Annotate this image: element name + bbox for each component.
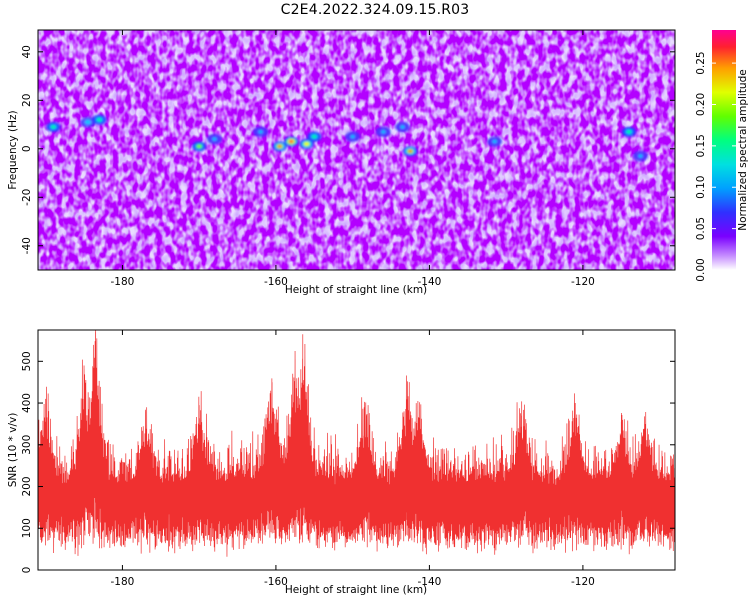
spectrogram-hotspots — [46, 114, 648, 162]
colorbar-ticks: 0.00 0.05 0.10 0.15 0.20 0.25 — [695, 51, 736, 282]
hotspot-mark — [408, 149, 413, 153]
x-tick-label: -140 — [417, 576, 441, 588]
hotspot-mark — [381, 130, 386, 134]
y-tick-label: 40 — [21, 45, 33, 58]
colorbar-tick-label: 0.05 — [695, 217, 707, 240]
spectrogram-panel: -180 -160 -140 -120 -40 -20 0 20 40 Height of s… — [7, 29, 676, 296]
snr-x-label: Height of straight line (km) — [285, 584, 427, 596]
colorbar-tick-label: 0.20 — [695, 93, 707, 116]
hotspot-mark — [289, 139, 294, 144]
y-tick-label: 0 — [21, 567, 33, 574]
colorbar-tick-label: 0.00 — [695, 258, 707, 281]
x-tick-label: -180 — [110, 276, 134, 288]
snr-x-ticks: -180 -160 -140 -120 — [110, 330, 595, 588]
snr-y-ticks: 0 100 200 300 400 500 — [21, 351, 675, 573]
x-tick-label: -180 — [110, 576, 134, 588]
snr-panel: -180 -160 -140 -120 0 100 200 300 400 500 Height… — [7, 329, 676, 596]
y-tick-label: 500 — [21, 351, 33, 371]
y-tick-label: -40 — [21, 237, 33, 254]
y-tick-label: 100 — [21, 518, 33, 538]
colorbar-tick-label: 0.10 — [695, 176, 707, 199]
spectrogram-frame — [37, 29, 676, 271]
hotspot-mark — [258, 130, 263, 134]
hotspot-mark — [212, 137, 217, 141]
y-tick-label: 0 — [21, 145, 33, 152]
x-tick-label: -160 — [264, 576, 288, 588]
hotspot-mark — [51, 125, 56, 129]
hotspot-mark — [400, 125, 405, 129]
x-tick-label: -160 — [264, 276, 288, 288]
x-tick-label: -140 — [417, 276, 441, 288]
chart-title: C2E4.2022.324.09.15.R03 — [280, 2, 470, 18]
snr-frame — [37, 329, 676, 571]
hotspot-mark — [196, 144, 202, 148]
hotspot-mark — [626, 130, 632, 134]
hotspot-mark — [277, 144, 282, 148]
snr-series-line — [38, 330, 675, 557]
colorbar-gradient — [712, 30, 736, 270]
x-tick-label: -120 — [571, 576, 595, 588]
spectrogram-texture — [38, 30, 675, 270]
hotspot-mark — [350, 135, 355, 139]
hotspot-mark — [97, 118, 102, 122]
spectrogram-y-ticks: -40 -20 0 20 40 — [21, 45, 675, 254]
hotspot-mark — [304, 142, 309, 146]
hotspot-mark — [85, 120, 91, 124]
hotspot-mark — [638, 154, 643, 158]
colorbar-label: Normalized spectral amplitude — [737, 69, 749, 230]
y-tick-label: 400 — [21, 393, 33, 413]
snr-y-label: SNR (10 * v/v) — [7, 413, 19, 488]
colorbar: 0.00 0.05 0.10 0.15 0.20 0.25 Normalized spec… — [695, 30, 749, 282]
spectrogram-x-label: Height of straight line (km) — [285, 284, 427, 296]
spectrogram-x-ticks: -180 -160 -140 -120 — [110, 30, 595, 288]
y-tick-label: 200 — [21, 476, 33, 496]
x-tick-label: -120 — [571, 276, 595, 288]
spectrogram-y-label: Frequency (Hz) — [7, 110, 19, 189]
y-tick-label: 20 — [21, 94, 33, 107]
y-tick-label: 300 — [21, 435, 33, 455]
hotspot-mark — [312, 135, 317, 139]
y-tick-label: -20 — [21, 189, 33, 206]
colorbar-tick-label: 0.25 — [695, 51, 707, 74]
colorbar-tick-label: 0.15 — [695, 134, 707, 157]
hotspot-mark — [492, 139, 497, 144]
